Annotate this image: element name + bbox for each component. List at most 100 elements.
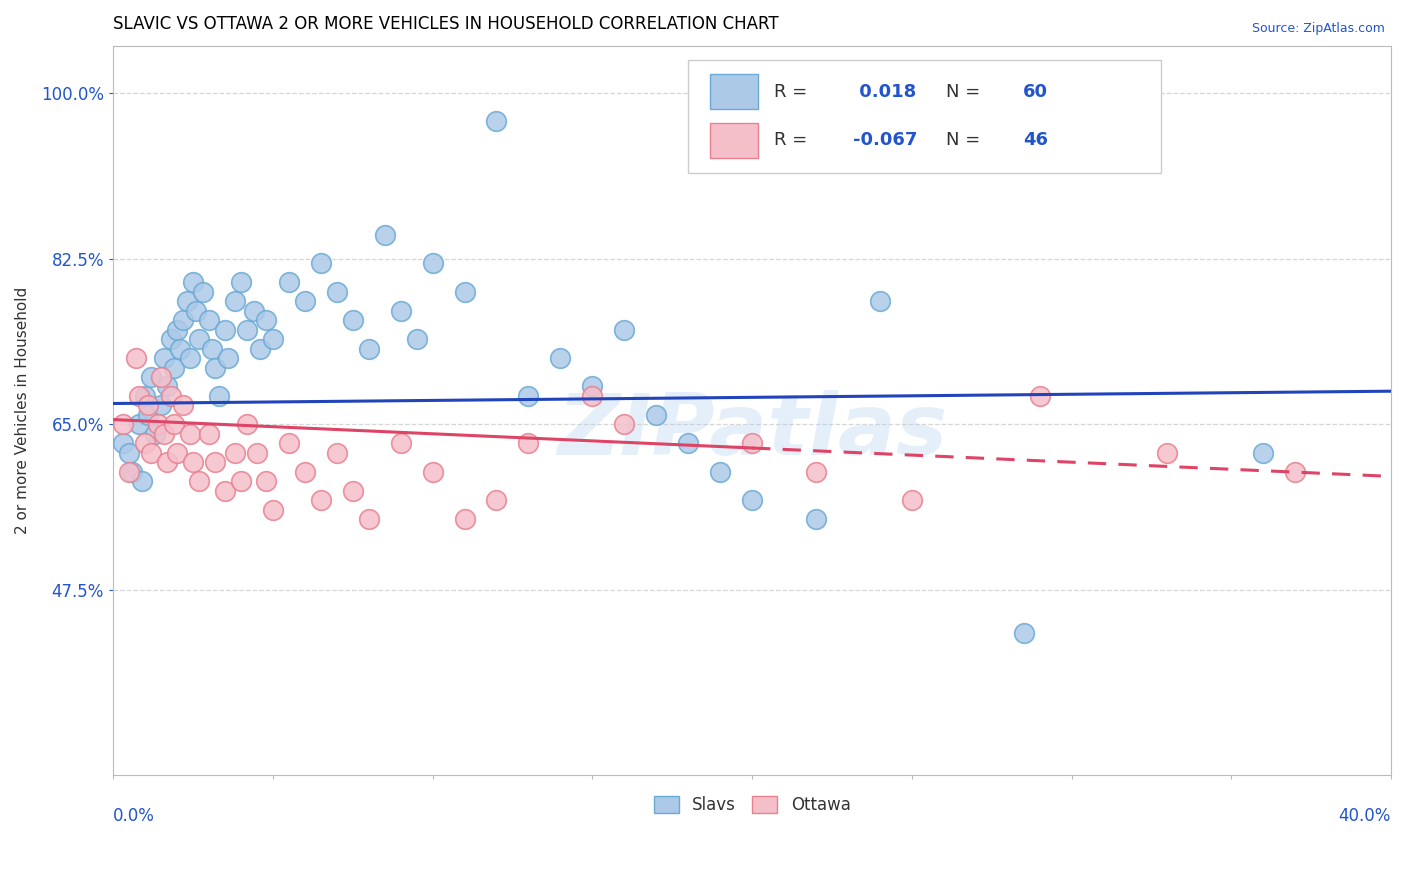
Point (163, 417, 186, 432)
Point (150, 398, 173, 412)
Point (309, 256, 332, 270)
Point (111, 436, 134, 450)
Point (517, 436, 540, 450)
Point (277, 436, 299, 450)
Point (1284, 465, 1306, 479)
Point (131, 474, 153, 488)
Point (141, 370, 163, 384)
Point (118, 465, 141, 479)
Point (236, 323, 259, 337)
Text: SLAVIC VS OTTAWA 2 OR MORE VEHICLES IN HOUSEHOLD CORRELATION CHART: SLAVIC VS OTTAWA 2 OR MORE VEHICLES IN H… (112, 15, 779, 33)
Point (262, 502, 284, 516)
Point (374, 227, 396, 242)
Point (741, 436, 763, 450)
Point (453, 512, 475, 526)
Point (901, 493, 924, 508)
Point (249, 342, 271, 356)
Point (453, 285, 475, 299)
Point (242, 303, 264, 318)
Point (188, 474, 211, 488)
Point (342, 483, 364, 498)
Point (485, 493, 508, 508)
Point (146, 417, 169, 432)
Point (804, 465, 827, 479)
Point (217, 351, 239, 365)
Point (141, 446, 163, 460)
Point (741, 493, 763, 508)
Point (645, 408, 668, 422)
Point (613, 417, 636, 432)
Text: 40.0%: 40.0% (1339, 807, 1391, 825)
Point (294, 465, 316, 479)
Text: Source: ZipAtlas.com: Source: ZipAtlas.com (1251, 22, 1385, 36)
Point (277, 276, 299, 290)
Text: R =: R = (773, 131, 813, 150)
Point (613, 323, 636, 337)
Text: 46: 46 (1024, 131, 1047, 150)
Point (143, 426, 166, 441)
Point (156, 455, 179, 469)
Point (191, 285, 214, 299)
Point (134, 436, 156, 450)
Point (128, 389, 150, 403)
Point (124, 351, 146, 365)
Text: ZIPatlas: ZIPatlas (557, 391, 948, 474)
Point (201, 342, 224, 356)
Point (198, 426, 221, 441)
Point (118, 446, 141, 460)
Point (136, 398, 159, 412)
Point (166, 323, 188, 337)
Point (172, 398, 194, 412)
Point (517, 389, 540, 403)
Point (136, 408, 159, 422)
Point (134, 389, 156, 403)
Point (236, 417, 259, 432)
Point (224, 294, 246, 309)
Point (207, 389, 229, 403)
Point (224, 446, 246, 460)
Point (676, 436, 699, 450)
Point (326, 446, 349, 460)
Point (172, 313, 194, 327)
Point (1012, 625, 1035, 640)
Point (121, 465, 143, 479)
Point (246, 446, 269, 460)
Point (159, 389, 181, 403)
Point (204, 455, 226, 469)
Point (256, 313, 278, 327)
Point (153, 426, 176, 441)
Point (156, 379, 179, 393)
Point (163, 360, 186, 375)
Text: 60: 60 (1024, 83, 1047, 101)
Point (179, 351, 201, 365)
Point (485, 114, 508, 128)
Point (389, 436, 412, 450)
Point (1028, 389, 1050, 403)
Point (166, 446, 188, 460)
Point (262, 332, 284, 346)
Point (256, 474, 278, 488)
Point (581, 379, 603, 393)
Point (198, 313, 221, 327)
Point (159, 332, 181, 346)
Text: 0.018: 0.018 (853, 83, 917, 101)
Point (357, 342, 380, 356)
Point (550, 351, 572, 365)
Point (214, 323, 236, 337)
Point (111, 417, 134, 432)
Point (294, 294, 316, 309)
Point (326, 285, 349, 299)
FancyBboxPatch shape (710, 123, 758, 158)
FancyBboxPatch shape (710, 74, 758, 109)
Point (804, 512, 827, 526)
Point (357, 512, 380, 526)
Text: R =: R = (773, 83, 813, 101)
Point (309, 493, 332, 508)
Text: -0.067: -0.067 (853, 131, 917, 150)
Point (1251, 446, 1274, 460)
Point (342, 313, 364, 327)
FancyBboxPatch shape (688, 61, 1161, 173)
Point (128, 417, 150, 432)
Text: N =: N = (946, 83, 986, 101)
Point (150, 370, 173, 384)
